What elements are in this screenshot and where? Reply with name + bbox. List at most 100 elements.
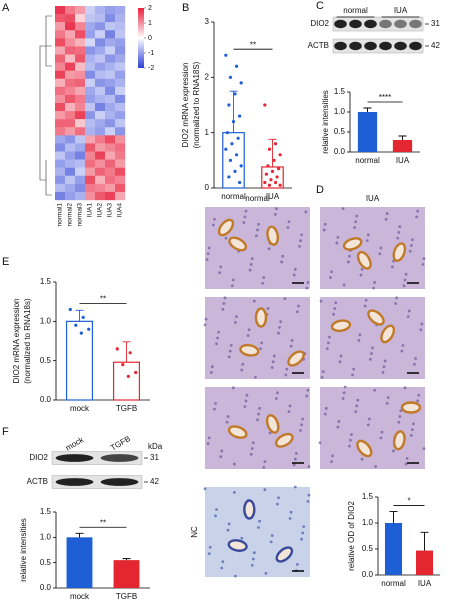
heatmap-cell — [105, 183, 116, 193]
data-point — [228, 158, 233, 162]
gland — [275, 546, 294, 563]
nucleus — [296, 563, 299, 566]
data-point — [74, 323, 78, 327]
nucleus — [262, 465, 266, 469]
heatmap-cell — [65, 175, 76, 185]
nucleus — [373, 281, 376, 284]
column-label: normal1 — [57, 203, 64, 227]
heatmap-cell — [95, 175, 106, 185]
data-point — [269, 178, 273, 182]
nucleus — [420, 322, 424, 326]
nucleus — [249, 452, 253, 456]
error-bar — [229, 90, 238, 133]
data-point — [231, 120, 236, 124]
colorbar-label: 0 — [148, 35, 152, 42]
nucleus — [278, 325, 281, 329]
nucleus — [258, 406, 261, 410]
nucleus — [207, 246, 211, 250]
heatmap-cell — [65, 183, 76, 193]
heatmap-cell — [55, 6, 66, 15]
y-tick-label: 2 — [205, 72, 210, 81]
significance: **** — [379, 93, 391, 102]
heatmap-cell — [105, 70, 116, 79]
nucleus — [272, 354, 276, 358]
heatmap-cell — [105, 86, 116, 96]
column-label: normal2 — [67, 203, 74, 227]
data-point — [273, 180, 278, 185]
nucleus — [354, 220, 358, 224]
nucleus — [342, 391, 346, 395]
nucleus — [386, 396, 390, 400]
nucleus — [383, 359, 387, 363]
gland — [287, 350, 305, 367]
heatmap-cell — [55, 70, 66, 79]
heatmap-cell — [65, 127, 76, 136]
heatmap-cell — [75, 183, 86, 193]
nucleus — [398, 225, 402, 229]
nucleus — [219, 265, 223, 269]
nucleus — [320, 375, 324, 379]
heatmap-cell — [65, 54, 76, 63]
y-tick-label: 0.5 — [40, 356, 52, 365]
nucleus — [257, 222, 260, 226]
error-bar — [75, 532, 84, 538]
nucleus — [283, 297, 287, 301]
heatmap-cell — [65, 103, 76, 112]
nucleus — [214, 402, 217, 405]
heatmap-cell — [75, 78, 86, 88]
heatmap-cell — [105, 38, 116, 47]
heatmap-cell — [85, 54, 96, 63]
nucleus — [359, 273, 363, 277]
heatmap-cell — [105, 22, 116, 31]
heatmap-cell — [75, 30, 86, 39]
data-point — [236, 136, 240, 140]
x-tick-label: TGFB — [116, 592, 137, 601]
y-tick-label: 0.5 — [334, 127, 346, 136]
heatmap-cell — [95, 46, 106, 55]
nucleus — [307, 493, 311, 497]
gland — [243, 499, 256, 520]
nucleus — [289, 344, 293, 348]
heatmap-cell — [75, 70, 86, 79]
blot-band — [379, 19, 392, 29]
data-point — [79, 331, 83, 335]
nucleus — [335, 241, 339, 245]
heatmap-cell — [85, 62, 96, 71]
heatmap-cell — [55, 119, 66, 128]
data-point — [234, 64, 239, 68]
blot-band — [55, 454, 94, 462]
y-axis-label: DIO2 mRNA expression — [181, 63, 190, 148]
heatmap-cell — [55, 38, 66, 47]
gland — [330, 319, 352, 333]
heatmap-cell — [115, 119, 126, 128]
heatmap-cell — [105, 191, 116, 201]
nucleus — [395, 296, 399, 300]
nucleus — [346, 260, 350, 264]
nucleus — [355, 404, 359, 408]
gland — [228, 236, 248, 252]
nucleus — [250, 257, 254, 261]
blot-row-label: DIO2 — [29, 453, 48, 462]
nucleus — [417, 393, 421, 397]
nucleus — [275, 397, 278, 400]
data-point — [227, 175, 231, 179]
nucleus — [300, 537, 303, 541]
nucleus — [203, 487, 207, 491]
data-point — [230, 142, 234, 146]
heatmap-cell — [105, 6, 116, 15]
heatmap-cell — [95, 70, 106, 79]
nucleus — [292, 273, 296, 277]
y-tick-label: 1.5 — [334, 87, 346, 96]
nucleus — [415, 215, 418, 219]
data-point — [263, 103, 267, 107]
nucleus — [403, 386, 407, 390]
heatmap-cell — [65, 70, 76, 79]
nucleus — [209, 371, 213, 374]
heatmap-cell — [85, 94, 96, 104]
data-point — [264, 172, 268, 176]
size-marker: 42 — [431, 41, 440, 50]
nucleus — [270, 534, 274, 537]
nucleus — [302, 525, 306, 528]
nucleus — [296, 310, 299, 314]
nucleus — [216, 336, 220, 340]
